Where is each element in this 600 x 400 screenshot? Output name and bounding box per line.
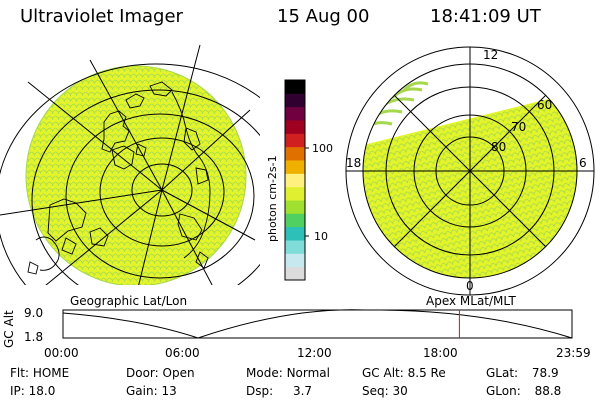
lat-lon-grid bbox=[0, 44, 260, 285]
colorbar-cell bbox=[285, 173, 305, 188]
mlat-label-70: 70 bbox=[511, 120, 526, 134]
mlt-label-6: 6 bbox=[579, 156, 587, 170]
colorbar-tick-100: 100 bbox=[312, 142, 333, 155]
status-mode: Mode: Normal bbox=[246, 366, 330, 380]
status-gain: Gain: 13 bbox=[126, 384, 177, 398]
altitude-tick-high: 9.0 bbox=[24, 306, 44, 320]
auroral-arcs bbox=[365, 81, 429, 130]
colorbar-cell bbox=[285, 93, 305, 108]
mlat-label-60: 60 bbox=[537, 98, 552, 112]
instrument-title: Ultraviolet Imager bbox=[20, 6, 183, 27]
altitude-plot bbox=[62, 309, 573, 339]
geographic-label: Geographic Lat/Lon bbox=[70, 294, 188, 308]
colorbar-cell bbox=[285, 106, 305, 121]
time-tick-2: 12:00 bbox=[297, 346, 332, 360]
time-tick-3: 18:00 bbox=[423, 346, 458, 360]
status-glat: GLat: 78.9 bbox=[486, 366, 559, 380]
time-label: 18:41:09 UT bbox=[430, 6, 541, 27]
colorbar-tick-10: 10 bbox=[314, 230, 328, 243]
status-dsp: Dsp: 3.7 bbox=[246, 384, 313, 398]
colorbar-cell bbox=[285, 240, 305, 254]
colorbar-cell bbox=[285, 120, 305, 134]
geographic-map bbox=[0, 44, 260, 285]
altitude-tick-low: 1.8 bbox=[24, 330, 44, 344]
lit-region bbox=[300, 0, 600, 300]
colorbar-cell bbox=[285, 200, 305, 214]
colorbar-cell bbox=[285, 133, 305, 148]
magnetic-polar-plot: 12 18 6 0 60 70 80 bbox=[300, 0, 600, 300]
mlt-label-12: 12 bbox=[483, 48, 498, 62]
colorbar-cell bbox=[285, 146, 305, 161]
mlt-label-18: 18 bbox=[346, 156, 361, 170]
colorbar: 100 10 photon cm-2s-1 bbox=[266, 79, 333, 281]
status-glon: GLon: 88.8 bbox=[486, 384, 562, 398]
status-ip: IP: 18.0 bbox=[10, 384, 56, 398]
time-tick-0: 00:00 bbox=[44, 346, 79, 360]
mlt-label-0: 0 bbox=[466, 279, 474, 293]
status-gc-alt: GC Alt: 8.5 Re bbox=[362, 366, 446, 380]
mlat-label-80: 80 bbox=[491, 140, 506, 154]
time-tick-4: 23:59 bbox=[556, 346, 591, 360]
mlt-grid bbox=[345, 46, 595, 296]
colorbar-cell bbox=[285, 186, 305, 201]
apex-label: Apex MLat/MLT bbox=[426, 294, 516, 308]
altitude-curve bbox=[62, 309, 573, 339]
colorbar-cell bbox=[285, 253, 305, 268]
colorbar-cell bbox=[285, 80, 305, 94]
earth-disk-left bbox=[25, 65, 247, 285]
coastlines bbox=[27, 81, 211, 275]
uvi-image-panel: 100 10 photon cm-2s-1 12 18 6 0 60 70 bbox=[0, 0, 600, 300]
colorbar-cell bbox=[285, 160, 305, 174]
colorbar-cell bbox=[285, 226, 305, 241]
polar-labels: 12 18 6 0 60 70 80 bbox=[346, 48, 587, 293]
colorbar-unit-label: photon cm-2s-1 bbox=[266, 155, 279, 242]
time-tick-1: 06:00 bbox=[165, 346, 200, 360]
status-door: Door: Open bbox=[126, 366, 195, 380]
date-label: 15 Aug 00 bbox=[277, 6, 370, 27]
status-seq: Seq: 30 bbox=[362, 384, 408, 398]
colorbar-cell bbox=[285, 213, 305, 228]
colorbar-cell bbox=[285, 266, 305, 281]
status-flt: Flt: HOME bbox=[10, 366, 70, 380]
